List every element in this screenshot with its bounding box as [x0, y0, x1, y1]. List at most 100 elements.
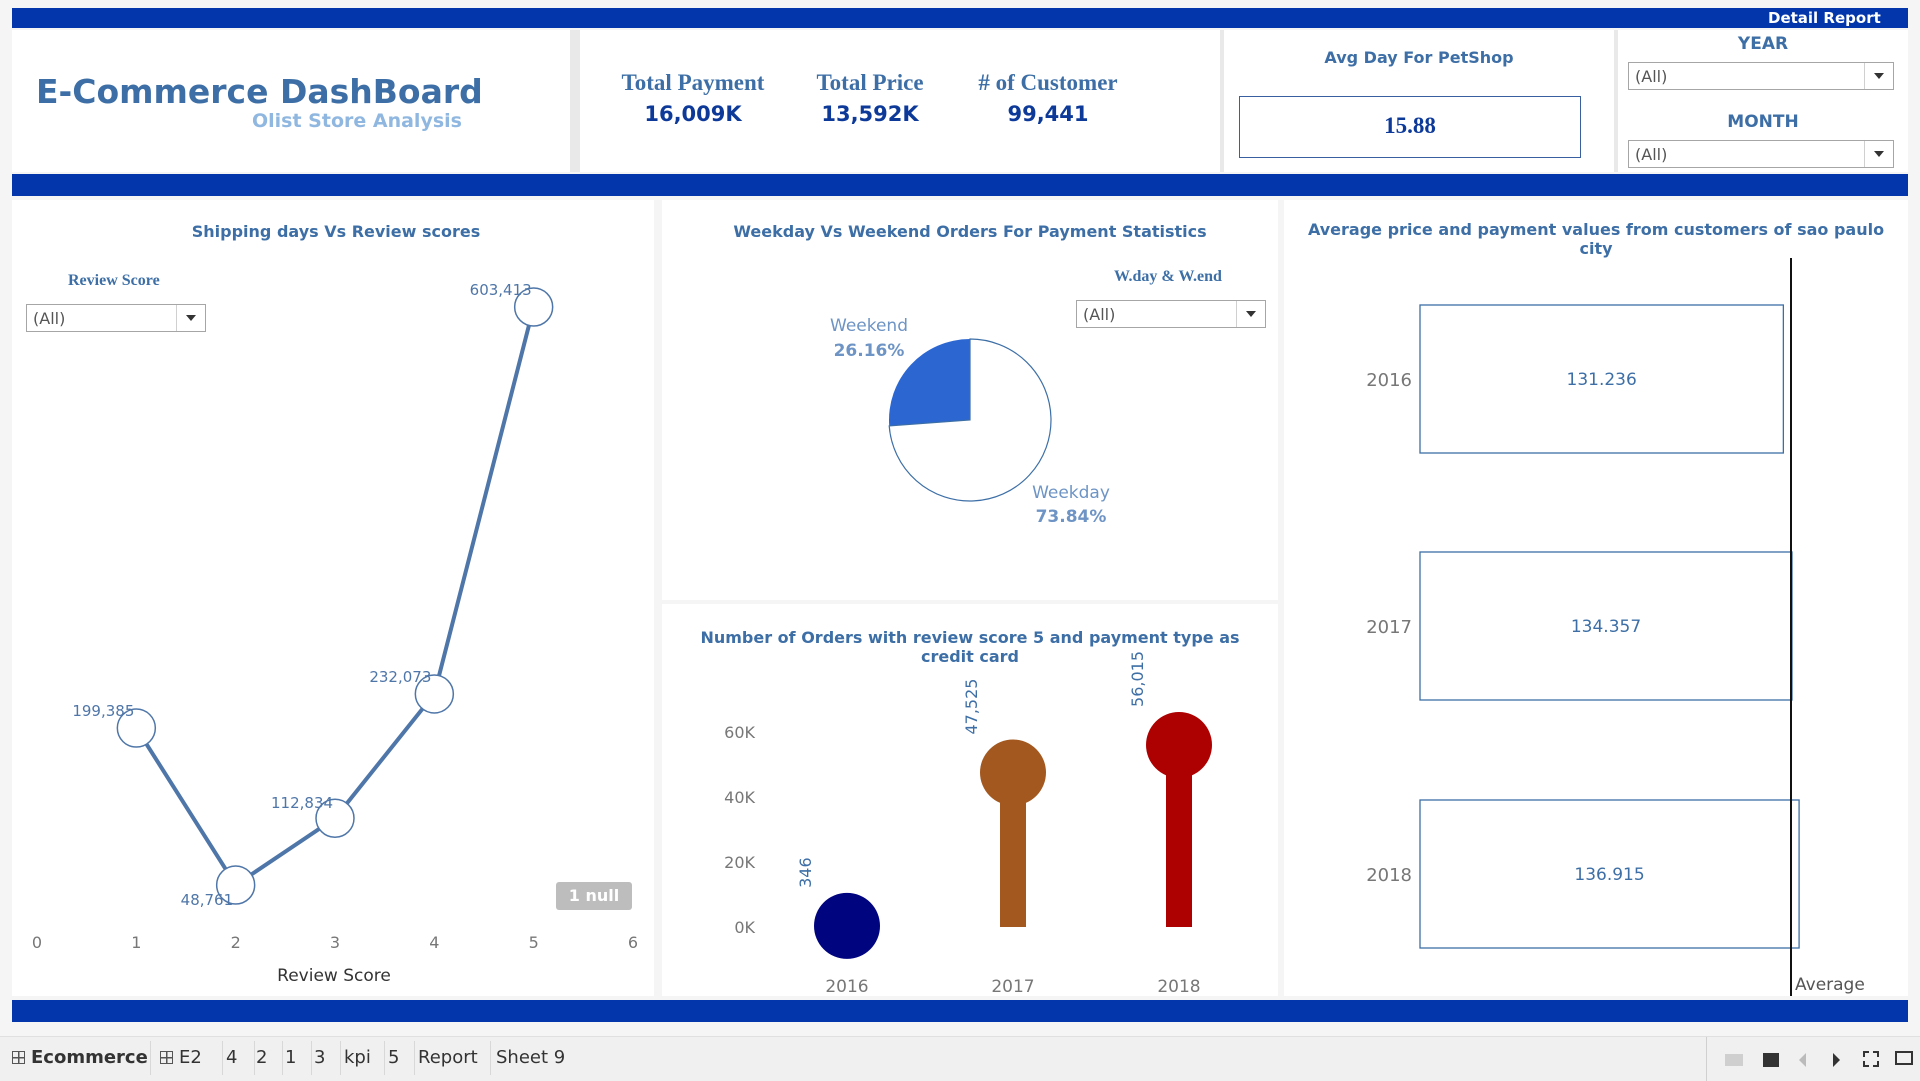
y-tick-label: 0K: [734, 918, 755, 937]
sheet-tab-label: E2: [179, 1047, 202, 1068]
year-filter-dropdown[interactable]: (All): [1628, 62, 1894, 90]
year-filter-label: YEAR: [1737, 34, 1789, 54]
fullscreen-icon[interactable]: [1863, 1051, 1879, 1067]
x-tick-label: 0: [32, 933, 42, 952]
line-point: [513, 287, 554, 327]
data-label: 47,525: [962, 679, 981, 735]
kpi-total-price-label: Total Price: [816, 70, 924, 95]
sheet-tab-label: 2: [256, 1047, 268, 1068]
avg-bar: [1419, 551, 1793, 701]
tab-separator: [340, 1041, 341, 1075]
category-label: 2017: [1366, 617, 1412, 638]
x-tick-label: 2: [231, 933, 241, 952]
line-point: [315, 798, 355, 838]
month-filter-label: MONTH: [1727, 112, 1799, 132]
stop-icon[interactable]: [1763, 1053, 1779, 1067]
data-label: 134.357: [1571, 617, 1641, 637]
kpi-panel: [580, 30, 1220, 172]
presentation-icon[interactable]: [1895, 1051, 1913, 1065]
avg-day-value: 15.88: [1384, 113, 1436, 138]
x-tick-label: 6: [628, 933, 638, 952]
year-filter-value: (All): [1635, 67, 1668, 86]
wday-filter-label: W.day & W.end: [1114, 268, 1222, 285]
avg-bar: [1419, 304, 1785, 454]
chevron-down-icon[interactable]: [176, 305, 205, 331]
sheet-tab-bar: Ecommerce E2 4 2 1 3 kpi 5 Report Sheet 9: [0, 1036, 1920, 1081]
sheet-tab[interactable]: Ecommerce: [12, 1047, 148, 1068]
line-chart-xlabel: Review Score: [277, 966, 391, 986]
sheet-tab[interactable]: 1: [285, 1047, 296, 1068]
x-tick-label: 5: [529, 933, 539, 952]
category-label: 2016: [1366, 370, 1412, 391]
review-score-filter-dropdown[interactable]: (All): [26, 304, 206, 332]
data-label: 131.236: [1567, 370, 1637, 390]
lollipop-chart-title: Number of Orders with review score 5 and…: [700, 628, 1240, 666]
data-label: 199,385: [72, 702, 134, 720]
x-tick-label: 1: [131, 933, 141, 952]
sheet-tab[interactable]: 5: [388, 1047, 399, 1068]
null-badge[interactable]: 1 null: [556, 882, 632, 910]
tab-separator: [254, 1041, 255, 1075]
x-tick-label: 4: [429, 933, 439, 952]
sheet-tab[interactable]: 2: [256, 1047, 267, 1068]
avg-price-chart-title: Average price and payment values from cu…: [1307, 220, 1885, 258]
avg-day-box: 15.88: [1239, 96, 1581, 158]
wday-filter-value: (All): [1083, 305, 1116, 324]
sheet-tab[interactable]: Report: [418, 1047, 478, 1068]
line-point: [116, 708, 157, 748]
panel-divider: [1220, 30, 1224, 172]
sheet-tab[interactable]: 3: [314, 1047, 325, 1068]
tab-separator: [222, 1041, 223, 1075]
sheet-tab-label: Sheet 9: [496, 1047, 566, 1068]
chevron-down-icon[interactable]: [1864, 63, 1893, 89]
bottom-band: [12, 1000, 1908, 1022]
data-label: 112,834: [271, 794, 333, 812]
kpi-total-price-value: 13,592K: [821, 102, 919, 126]
sheet-tab-label: 1: [285, 1047, 297, 1068]
pie-chart-title: Weekday Vs Weekend Orders For Payment St…: [733, 222, 1207, 241]
lollipop-head: [814, 892, 880, 959]
month-filter-dropdown[interactable]: (All): [1628, 140, 1894, 168]
lollipop-head: [980, 739, 1046, 806]
sheet-tab-label: 3: [314, 1047, 326, 1068]
sheet-tab-label: kpi: [344, 1047, 371, 1068]
chevron-down-icon[interactable]: [1236, 301, 1265, 327]
sheet-tab[interactable]: Sheet 9: [496, 1047, 565, 1068]
next-icon[interactable]: [1833, 1053, 1840, 1067]
top-band: [12, 8, 1908, 28]
prev-icon[interactable]: [1799, 1053, 1806, 1067]
null-badge-label: 1 null: [568, 886, 620, 905]
tab-separator: [311, 1041, 312, 1075]
pie-label-name: Weekday: [1032, 483, 1110, 503]
dashboard-subtitle: Olist Store Analysis: [252, 110, 462, 132]
tab-separator: [150, 1041, 151, 1075]
sheet-tab[interactable]: E2: [160, 1047, 202, 1068]
wday-filter-dropdown[interactable]: (All): [1076, 300, 1266, 328]
x-tick-label: 2017: [991, 977, 1034, 997]
sheet-tab-label: Ecommerce: [31, 1047, 148, 1068]
grid-view-icon[interactable]: [1725, 1054, 1743, 1066]
kpi-customers-label: # of Customer: [978, 70, 1118, 95]
pie-slice-weekday: [888, 338, 1052, 502]
kpi-total-payment-value: 16,009K: [644, 102, 742, 126]
detail-report-label: Detail Report: [1768, 9, 1881, 27]
data-label: 48,761: [181, 891, 234, 909]
grid-icon: [12, 1051, 25, 1064]
kpi-customers-value: 99,441: [1007, 102, 1089, 126]
lollipop-head: [1146, 711, 1212, 778]
middle-band: [12, 174, 1908, 196]
tab-separator: [282, 1041, 283, 1075]
sheet-tab[interactable]: kpi: [344, 1047, 371, 1068]
detail-report-button[interactable]: Detail Report: [1734, 8, 1908, 28]
review-score-filter-value: (All): [33, 309, 66, 328]
x-tick-label: 2018: [1157, 977, 1200, 997]
avg-bar: [1419, 799, 1800, 949]
data-label: 136.915: [1574, 865, 1644, 885]
chevron-down-icon[interactable]: [1864, 141, 1893, 167]
sheet-tab-label: 4: [226, 1047, 238, 1068]
line-chart-panel: [12, 200, 654, 996]
sheet-tab[interactable]: 4: [226, 1047, 237, 1068]
average-axis-label: Average: [1795, 975, 1865, 995]
